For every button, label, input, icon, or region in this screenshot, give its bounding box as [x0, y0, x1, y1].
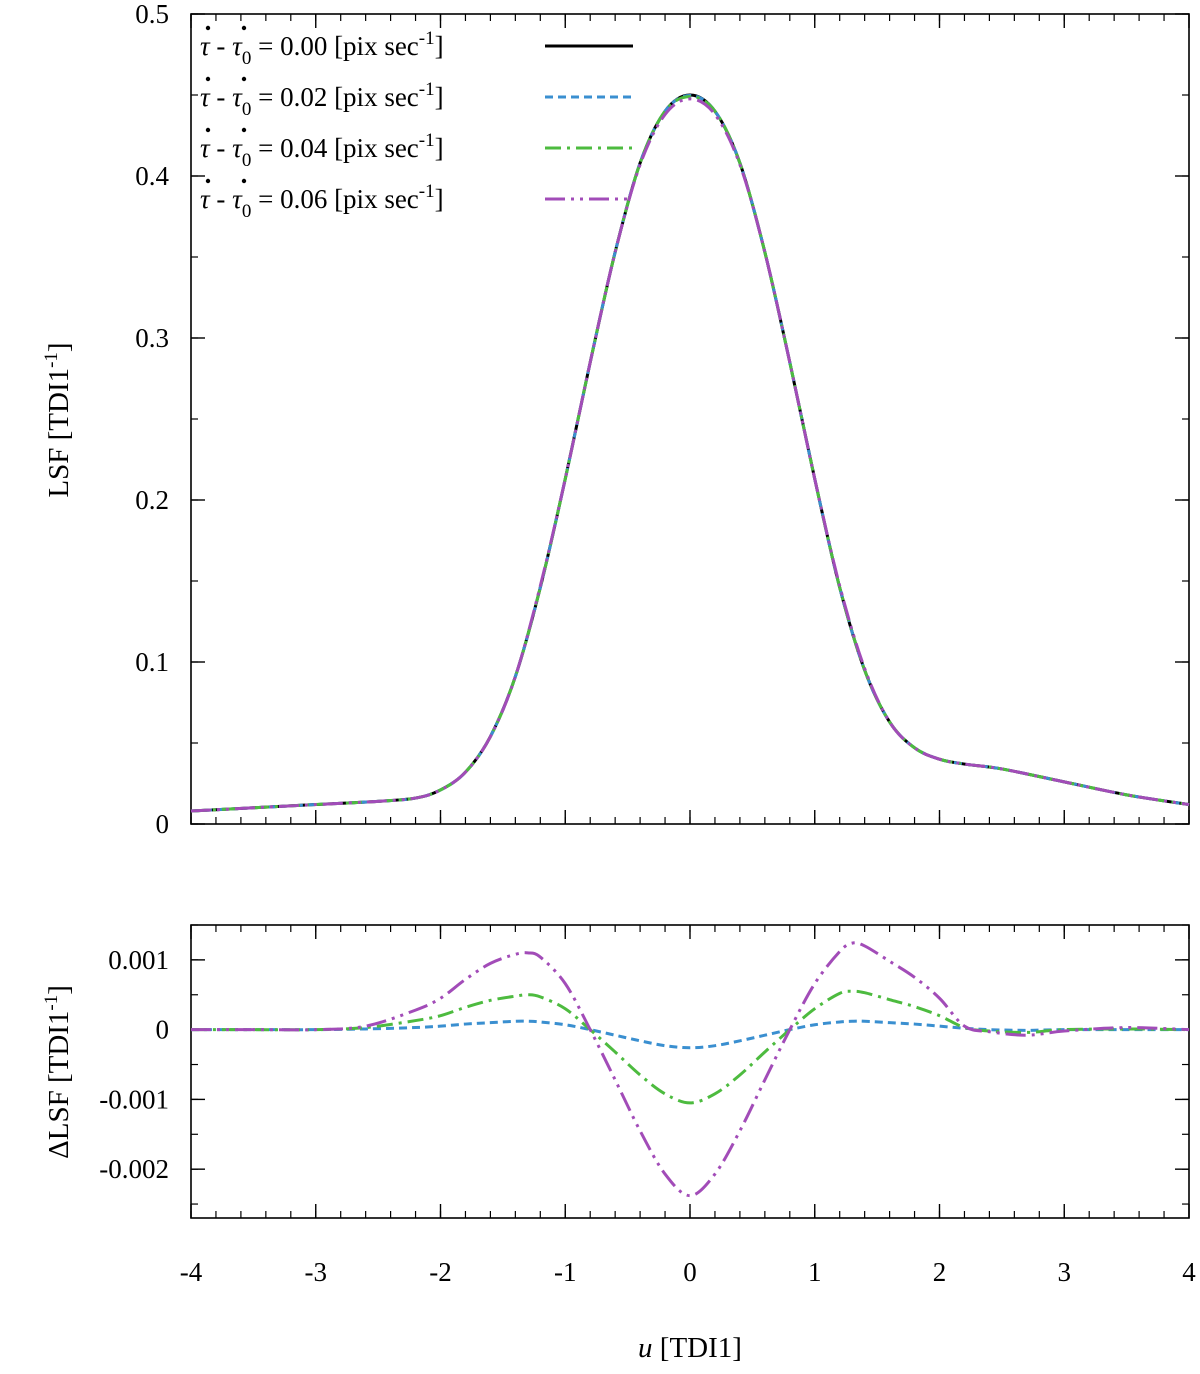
legend-label: τ - τ0 = 0.06 [pix sec-1] [200, 181, 444, 222]
top-series-lines [190, 93, 1190, 813]
legend-subscript: 0 [242, 150, 252, 171]
legend-minus: - [210, 184, 233, 214]
legend-symbol: τ [200, 82, 211, 112]
top-y-tick-label: 0.2 [135, 485, 169, 515]
legend-symbol: τ [200, 133, 211, 163]
top-y-axis-title: LSF [TDI1-1] [41, 342, 75, 497]
top-ylabel-sup: -1 [41, 352, 62, 368]
legend-superscript: -1 [419, 28, 435, 49]
bottom-ylabel-main: ΔLSF [TDI1 [43, 1011, 75, 1159]
bottom-series-line-0.02 [191, 1019, 1189, 1050]
legend-minus: - [210, 82, 233, 112]
legend-dot [241, 178, 247, 184]
bottom-y-tick-label: 0 [156, 1015, 170, 1045]
bottom-ylabel-tail: ] [43, 985, 75, 995]
legend-dot [205, 127, 211, 133]
legend-dot [205, 25, 211, 31]
legend-superscript: -1 [419, 130, 435, 151]
legend-superscript: -1 [419, 79, 435, 100]
legend-dot [205, 76, 211, 82]
top-ylabel-tail: ] [43, 342, 75, 352]
legend-close: ] [435, 31, 444, 61]
legend-subscript: 0 [242, 99, 252, 120]
legend-subscript: 0 [242, 201, 252, 222]
xlabel-tail: [TDI1] [653, 1332, 742, 1364]
top-series-line-0.06 [190, 97, 1190, 813]
xlabel-var: u [638, 1332, 653, 1364]
legend: τ - τ0 = 0.00 [pix sec-1]τ - τ0 = 0.02 [… [200, 25, 633, 222]
legend-value: = 0.00 [pix sec [251, 31, 418, 61]
bottom-y-tick-label: -0.002 [99, 1154, 169, 1184]
legend-value: = 0.04 [pix sec [251, 133, 418, 163]
legend-dot [241, 127, 247, 133]
x-axis-title: u [TDI1] [638, 1332, 742, 1364]
bottom-series-line-0.06 [191, 941, 1190, 1198]
bottom-y-axis-title: ΔLSF [TDI1-1] [41, 985, 75, 1159]
legend-dot [241, 76, 247, 82]
legend-dot [241, 25, 247, 31]
legend-close: ] [435, 133, 444, 163]
legend-symbol: τ [200, 31, 211, 61]
top-y-tick-label: 0.3 [135, 323, 169, 353]
top-panel: 00.10.20.30.40.5 LSF [TDI1-1] τ - τ0 = 0… [41, 0, 1190, 839]
legend-value: = 0.02 [pix sec [251, 82, 418, 112]
x-tick-label: 0 [683, 1257, 697, 1287]
legend-dot [205, 178, 211, 184]
legend-symbol: τ [232, 184, 243, 214]
bottom-ticks: -4 -3 -2 -1 0 1 2 3 4 0.001 0 -0.001 -0.002 [99, 924, 1196, 1287]
bottom-plot-frame [190, 924, 1190, 1219]
x-tick-label: -2 [429, 1257, 452, 1287]
x-tick-label: 4 [1182, 1257, 1196, 1287]
bottom-ylabel-sup: -1 [41, 995, 62, 1011]
legend-label: τ - τ0 = 0.02 [pix sec-1] [200, 79, 444, 120]
legend-subscript: 0 [242, 48, 252, 69]
legend-minus: - [210, 133, 233, 163]
bottom-y-tick-label: -0.001 [99, 1084, 169, 1114]
x-tick-label: 3 [1058, 1257, 1072, 1287]
legend-label: τ - τ0 = 0.00 [pix sec-1] [200, 28, 444, 69]
legend-close: ] [435, 82, 444, 112]
legend-label: τ - τ0 = 0.04 [pix sec-1] [200, 130, 444, 171]
top-ylabel-main: LSF [TDI1 [43, 368, 75, 498]
legend-symbol: τ [200, 184, 211, 214]
bottom-series-lines [191, 941, 1190, 1198]
legend-superscript: -1 [419, 181, 435, 202]
x-tick-label: -4 [180, 1257, 203, 1287]
legend-minus: - [210, 31, 233, 61]
top-ticks: 0 0.1 0.2 0.3 0.4 0.5 [135, 0, 1190, 839]
x-tick-label: 2 [933, 1257, 947, 1287]
x-tick-label: -3 [305, 1257, 328, 1287]
top-y-tick-label: 0.1 [135, 647, 169, 677]
legend-close: ] [435, 184, 444, 214]
legend-symbol: τ [232, 82, 243, 112]
legend-value: = 0.06 [pix sec [251, 184, 418, 214]
legend-symbol: τ [232, 31, 243, 61]
top-y-tick-label: 0.4 [135, 161, 169, 191]
legend-symbol: τ [232, 133, 243, 163]
x-tick-label: -1 [554, 1257, 577, 1287]
x-tick-label: 1 [808, 1257, 822, 1287]
bottom-series-line-0.04 [191, 989, 1190, 1105]
top-y-tick-label: 0.5 [135, 0, 169, 29]
top-y-tick-label: 0 [156, 809, 170, 839]
bottom-y-tick-label: 0.001 [108, 945, 169, 975]
bottom-panel: -4 -3 -2 -1 0 1 2 3 4 0.001 0 -0.001 -0.002 ΔLSF [TD… [41, 924, 1196, 1364]
